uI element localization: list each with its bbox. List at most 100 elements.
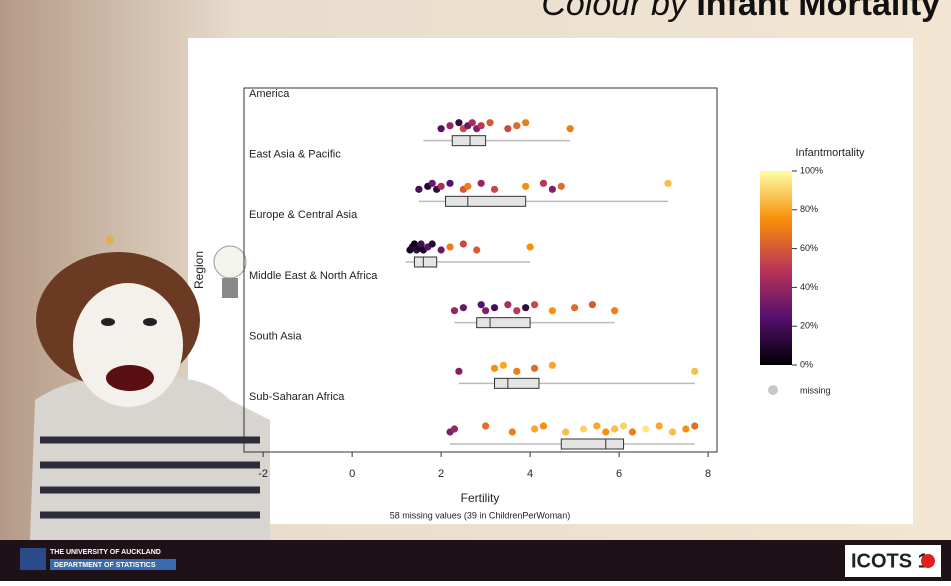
missing-swatch <box>768 385 778 395</box>
point <box>415 185 423 193</box>
point <box>437 125 445 133</box>
logo: ICOTS 1 <box>851 550 929 572</box>
color-tick-label: 0% <box>800 359 813 369</box>
point <box>490 304 499 312</box>
x-tick-label: 0 <box>349 468 355 480</box>
point <box>548 361 556 369</box>
point <box>482 422 490 430</box>
point <box>486 119 494 127</box>
point <box>562 428 570 436</box>
category-label: Middle East & North Africa <box>249 270 378 282</box>
point <box>588 301 597 309</box>
logo-dot <box>921 554 935 568</box>
point <box>557 182 565 190</box>
category-label: America <box>249 88 290 100</box>
point <box>530 364 539 372</box>
color-tick-label: 80% <box>800 204 818 214</box>
y-axis-label: Region <box>192 251 206 289</box>
color-tick-label: 60% <box>800 243 818 253</box>
point <box>602 428 610 436</box>
point <box>477 301 485 309</box>
x-tick-label: 4 <box>527 468 533 480</box>
illustration <box>30 236 270 540</box>
slide-title: Colour by Infant Mortality <box>541 0 940 23</box>
point <box>450 425 459 433</box>
point <box>468 119 476 127</box>
point <box>464 182 472 190</box>
x-tick-label: 8 <box>705 468 711 480</box>
point <box>477 122 485 130</box>
x-tick-label: 2 <box>438 468 444 480</box>
point <box>455 119 463 127</box>
chart-panel <box>188 38 913 524</box>
category-label: Sub-Saharan Africa <box>249 391 345 403</box>
point <box>504 125 512 133</box>
university: THE UNIVERSITY OF AUCKLAND <box>50 549 161 556</box>
plot-frame <box>243 87 718 453</box>
point <box>530 301 539 309</box>
category-label: South Asia <box>249 331 302 343</box>
color-tick-label: 20% <box>800 321 818 331</box>
point <box>571 304 579 312</box>
box <box>560 438 625 450</box>
box <box>494 377 540 389</box>
box <box>451 135 487 147</box>
point <box>446 243 454 251</box>
point <box>446 122 454 130</box>
dept-band <box>50 559 176 570</box>
category-label: Europe & Central Asia <box>249 209 358 221</box>
box <box>445 195 527 207</box>
x-axis-label: Fertility <box>461 491 500 505</box>
department: DEPARTMENT OF STATISTICS <box>54 562 156 569</box>
point <box>548 185 556 193</box>
point <box>522 119 530 127</box>
point <box>642 425 650 433</box>
point <box>417 240 425 248</box>
point <box>504 301 512 309</box>
point <box>539 179 548 187</box>
point <box>499 361 508 369</box>
point <box>526 243 534 251</box>
point <box>566 125 574 133</box>
note: 58 missing values (39 in ChildrenPerWoma… <box>390 510 570 520</box>
point <box>513 122 521 130</box>
point <box>508 428 516 436</box>
color-tick-label: 100% <box>800 165 823 175</box>
point <box>490 364 499 372</box>
legend-title: Infantmortality <box>795 147 865 159</box>
point <box>446 179 454 187</box>
x-tick-label: 6 <box>616 468 622 480</box>
point <box>539 422 548 430</box>
point <box>455 367 463 375</box>
point <box>628 428 637 436</box>
point <box>437 246 445 254</box>
point <box>513 367 521 375</box>
point <box>482 307 490 315</box>
point <box>668 428 677 436</box>
category-label: East Asia & Pacific <box>249 149 341 161</box>
point <box>691 422 699 430</box>
point <box>655 422 663 430</box>
point <box>530 425 539 433</box>
point <box>513 307 521 315</box>
point <box>619 422 628 430</box>
point <box>459 304 467 312</box>
box <box>476 317 531 329</box>
point <box>437 182 445 190</box>
point <box>428 240 436 248</box>
point <box>473 246 481 254</box>
point <box>579 425 588 433</box>
missing-label: missing <box>800 385 831 395</box>
crest <box>20 548 46 570</box>
color-tick-label: 40% <box>800 282 818 292</box>
point <box>522 182 530 190</box>
point <box>664 179 672 187</box>
point <box>459 240 467 248</box>
color-bar <box>760 171 792 365</box>
point <box>611 425 619 433</box>
point <box>593 422 601 430</box>
point <box>428 179 436 187</box>
point <box>450 307 459 315</box>
